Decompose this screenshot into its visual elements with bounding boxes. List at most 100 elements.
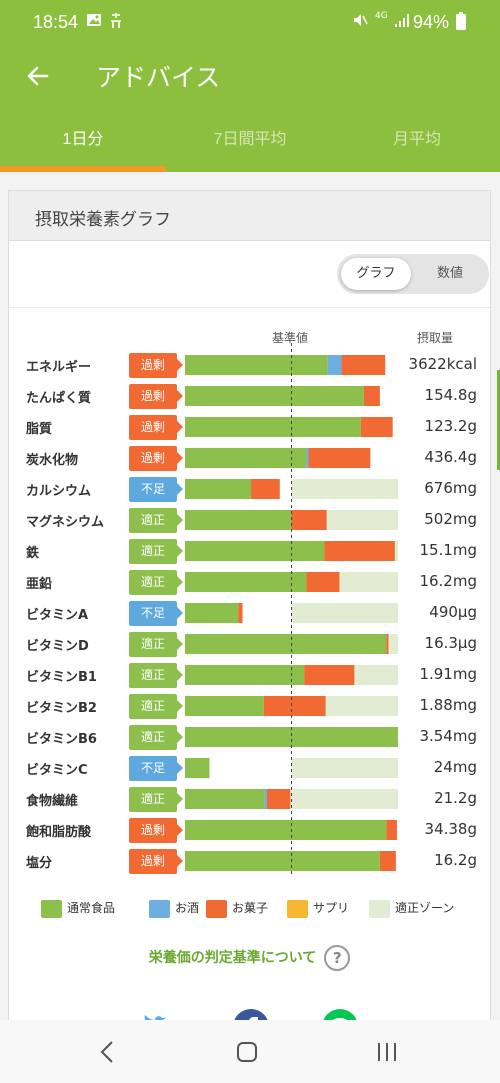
baseline-header: 基準値 xyxy=(272,331,309,345)
bar-segment-2 xyxy=(306,572,340,592)
intake-header: 摂取量 xyxy=(417,331,454,345)
nav-home-button[interactable] xyxy=(231,1036,263,1068)
nutrient-label: 鉄 xyxy=(26,546,40,561)
zone-band xyxy=(291,758,398,778)
back-button[interactable] xyxy=(20,58,56,94)
intake-value: 3.54mg xyxy=(419,727,477,745)
bar-segment-1 xyxy=(306,448,309,468)
bar-segment-2 xyxy=(251,479,280,499)
intake-value: 16.2mg xyxy=(419,572,477,590)
home-icon xyxy=(237,1042,257,1062)
tab-7day-average[interactable]: 7日間平均 xyxy=(213,131,287,148)
status-badge: 過剰 xyxy=(129,818,177,843)
view-toggle: グラフ 数値 xyxy=(337,254,489,294)
legend-swatch xyxy=(369,899,390,918)
badge-arrow xyxy=(177,576,183,588)
nutrient-label: ビタミンC xyxy=(26,763,88,778)
nav-recents-button[interactable] xyxy=(371,1036,403,1068)
status-bar: 18:54 4G 94% xyxy=(0,0,500,44)
bar-segment-0 xyxy=(185,727,398,747)
nav-back-button[interactable] xyxy=(92,1036,124,1068)
status-badge: 適正 xyxy=(129,539,177,564)
tab-daily[interactable]: 1日分 xyxy=(62,131,104,148)
scroll-indicator[interactable] xyxy=(497,370,500,470)
bar-segment-2 xyxy=(360,417,393,437)
intake-value: 502mg xyxy=(424,510,477,528)
badge-arrow xyxy=(177,855,183,867)
nutrient-label: ビタミンD xyxy=(26,639,89,654)
bar-segment-2 xyxy=(308,448,371,468)
bar-segment-0 xyxy=(185,820,387,840)
status-badge: 不足 xyxy=(129,601,177,626)
help-icon[interactable]: ? xyxy=(324,945,351,971)
status-badge: 適正 xyxy=(129,508,177,533)
bar-segment-0 xyxy=(185,789,265,809)
divider xyxy=(9,307,490,308)
intake-value: 16.2g xyxy=(434,851,477,869)
intake-value: 1.91mg xyxy=(419,665,477,683)
badge-arrow xyxy=(177,824,183,836)
badge-arrow xyxy=(177,483,183,495)
nutrient-chart xyxy=(177,343,398,875)
status-badge: 過剰 xyxy=(129,415,177,440)
status-badge: 過剰 xyxy=(129,353,177,378)
nutrient-label: 飽和脂肪酸 xyxy=(26,825,92,840)
criteria-info-label: 栄養価の判定基準について xyxy=(148,950,317,966)
badge-arrow xyxy=(177,731,183,743)
criteria-info-link[interactable]: 栄養価の判定基準について? xyxy=(9,945,490,971)
bar-segment-0 xyxy=(185,758,210,778)
bar-segment-0 xyxy=(185,417,361,437)
bar-segment-2 xyxy=(238,603,243,623)
bar-segment-2 xyxy=(379,851,396,871)
tab-indicator xyxy=(0,166,166,172)
bar-segment-2 xyxy=(341,355,386,375)
bar-segment-1 xyxy=(327,355,342,375)
intake-value: 15.1mg xyxy=(419,541,477,559)
intake-value: 3622kcal xyxy=(408,355,477,373)
status-badge: 適正 xyxy=(129,787,177,812)
bar-segment-0 xyxy=(185,572,307,592)
badge-arrow xyxy=(177,359,183,371)
tab-monthly-average[interactable]: 月平均 xyxy=(392,131,441,148)
nutrient-label: カルシウム xyxy=(26,484,92,499)
legend-item-alcohol: お酒 xyxy=(149,899,199,923)
bar-segment-0 xyxy=(185,541,325,561)
intake-value: 16.3μg xyxy=(424,634,477,652)
badge-arrow xyxy=(177,452,183,464)
intake-value: 21.2g xyxy=(434,789,477,807)
legend-item-zone: 適正ゾーン xyxy=(369,899,454,923)
battery-icon xyxy=(456,12,466,34)
toggle-graph-button[interactable]: グラフ xyxy=(341,258,411,290)
bar-segment-2 xyxy=(324,541,395,561)
bar-segment-0 xyxy=(185,448,307,468)
nutrient-label: マグネシウム xyxy=(26,515,105,530)
legend-item-snack: お菓子 xyxy=(206,899,268,923)
bar-segment-0 xyxy=(185,386,364,406)
nutrient-label: エネルギー xyxy=(26,360,92,375)
status-badge: 過剰 xyxy=(129,849,177,874)
bar-segment-2 xyxy=(304,665,355,685)
status-badge: 適正 xyxy=(129,694,177,719)
legend-item-food: 通常食品 xyxy=(41,899,115,923)
intake-value: 154.8g xyxy=(424,386,477,404)
intake-value: 436.4g xyxy=(424,448,477,466)
intake-value: 490μg xyxy=(429,603,477,621)
badge-arrow xyxy=(177,390,183,402)
nutrient-label: 塩分 xyxy=(26,856,53,871)
nutrient-label: 脂質 xyxy=(26,422,53,437)
legend-label: サプリ xyxy=(313,901,350,915)
bar-segment-2 xyxy=(263,696,326,716)
intake-value: 1.88mg xyxy=(419,696,477,714)
zone-band xyxy=(291,789,398,809)
battery-percent: 94% xyxy=(413,12,450,32)
image-icon xyxy=(86,12,102,32)
bar-segment-0 xyxy=(185,479,252,499)
legend-label: お酒 xyxy=(175,901,200,915)
intake-value: 123.2g xyxy=(424,417,477,435)
card-title: 摂取栄養素グラフ xyxy=(35,210,171,230)
nutrient-label: ビタミンB2 xyxy=(26,701,97,716)
status-badge: 不足 xyxy=(129,477,177,502)
toggle-numeric-button[interactable]: 数値 xyxy=(436,266,463,281)
status-badge: 適正 xyxy=(129,632,177,657)
nutrient-label: 食物繊維 xyxy=(26,794,79,809)
